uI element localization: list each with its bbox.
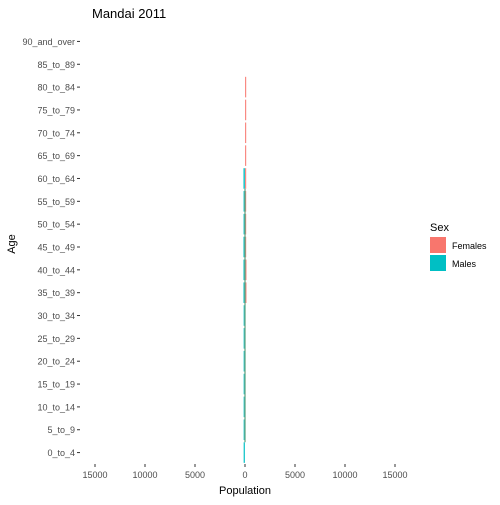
x-tick-label: 15000: [82, 470, 107, 480]
bar-males-20_to_24: [243, 350, 245, 372]
y-tick-label-65_to_69: 65_to_69: [37, 151, 75, 161]
y-tick-label-20_to_24: 20_to_24: [37, 357, 75, 367]
bar-females-65_to_69: [245, 145, 247, 166]
bars: [243, 76, 247, 463]
y-tick-label-30_to_34: 30_to_34: [37, 311, 75, 321]
bar-males-60_to_64: [243, 168, 245, 189]
y-tick-label-60_to_64: 60_to_64: [37, 174, 75, 184]
legend-label-males: Males: [452, 259, 477, 269]
x-axis-label: Population: [219, 485, 271, 497]
y-tick-label-10_to_14: 10_to_14: [37, 402, 75, 412]
y-tick-label-45_to_49: 45_to_49: [37, 243, 75, 253]
y-tick-label-15_to_19: 15_to_19: [37, 380, 75, 390]
y-axis-label: Age: [6, 234, 18, 254]
x-tick-label: 5000: [285, 470, 305, 480]
y-tick-label-25_to_29: 25_to_29: [37, 334, 75, 344]
bar-females-70_to_74: [245, 122, 247, 144]
x-tick-label: 5000: [185, 470, 205, 480]
bar-males-40_to_44: [243, 259, 245, 281]
bar-males-10_to_14: [243, 396, 245, 418]
y-tick-label-0_to_4: 0_to_4: [47, 448, 75, 458]
bar-males-30_to_34: [243, 305, 245, 326]
bar-females-55_to_59: [245, 191, 247, 212]
x-tick-label: 10000: [332, 470, 357, 480]
y-tick-label-55_to_59: 55_to_59: [37, 197, 75, 207]
x-tick-label: 15000: [382, 470, 407, 480]
chart-title: Mandai 2011: [92, 6, 166, 21]
bar-males-35_to_39: [243, 282, 245, 303]
bar-males-15_to_19: [243, 373, 245, 395]
bar-females-60_to_64: [245, 168, 247, 189]
bar-males-45_to_49: [243, 236, 245, 258]
y-tick-label-35_to_39: 35_to_39: [37, 288, 75, 298]
legend-key-females: [430, 237, 446, 253]
y-tick-label-90_and_over: 90_and_over: [22, 37, 75, 47]
bar-females-80_to_84: [245, 76, 247, 98]
bar-males-25_to_29: [243, 328, 245, 349]
y-tick-label-75_to_79: 75_to_79: [37, 105, 75, 115]
bar-males-50_to_54: [243, 213, 245, 235]
y-tick-label-40_to_44: 40_to_44: [37, 265, 75, 275]
bar-males-5_to_9: [243, 419, 245, 441]
bar-females-35_to_39: [245, 282, 247, 303]
bar-females-75_to_79: [245, 99, 247, 121]
bar-males-0_to_4: [243, 442, 245, 463]
bar-females-50_to_54: [245, 213, 247, 235]
y-tick-label-70_to_74: 70_to_74: [37, 128, 75, 138]
legend-title: Sex: [430, 222, 449, 234]
bar-males-55_to_59: [243, 191, 245, 212]
y-tick-label-80_to_84: 80_to_84: [37, 83, 75, 93]
legend-label-females: Females: [452, 241, 487, 251]
y-tick-label-85_to_89: 85_to_89: [37, 60, 75, 70]
x-tick-label: 10000: [132, 470, 157, 480]
y-tick-label-50_to_54: 50_to_54: [37, 220, 75, 230]
y-tick-label-5_to_9: 5_to_9: [47, 425, 75, 435]
bar-females-45_to_49: [245, 236, 247, 258]
x-axis: 15000 10000 5000 0 5000 10000 15000: [82, 464, 408, 480]
bar-females-40_to_44: [245, 259, 247, 281]
y-axis: 0_to_4 5_to_9 10_to_14 15_to_19 20_to_24 25_t…: [22, 37, 80, 458]
x-tick-label: 0: [242, 470, 247, 480]
legend: Sex Females Males: [430, 222, 487, 271]
legend-key-males: [430, 255, 446, 271]
